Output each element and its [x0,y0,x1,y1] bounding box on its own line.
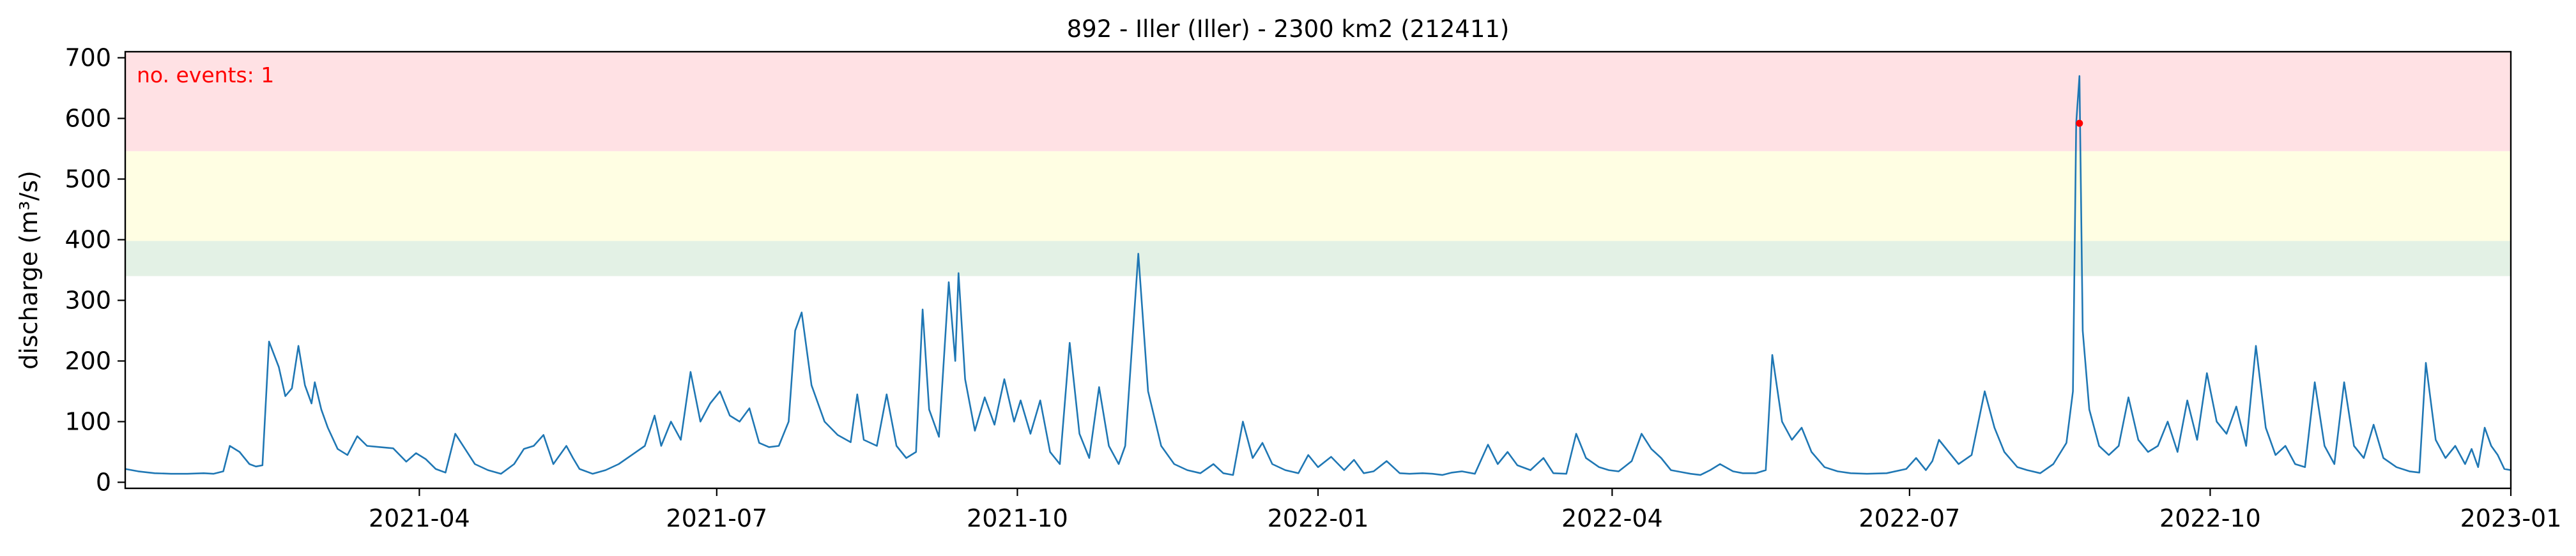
y-axis-label: discharge (m³/s) [15,170,43,370]
band-high [125,52,2511,151]
discharge-line [125,75,2511,476]
y-tick-label: 100 [65,408,111,436]
chart-title: 892 - Iller (Iller) - 2300 km2 (212411) [1067,15,1510,43]
y-axis: 0 100 200 300 400 500 600 700 [65,44,125,497]
x-tick-label: 2021-10 [967,504,1068,532]
y-tick-label: 600 [65,105,111,133]
x-tick-label: 2021-04 [369,504,470,532]
x-tick-label: 2022-01 [1268,504,1369,532]
y-tick-label: 300 [65,287,111,315]
threshold-bands [125,52,2511,276]
y-tick-label: 200 [65,347,111,375]
x-tick-label: 2022-10 [2159,504,2261,532]
events-count-label: no. events: 1 [137,63,274,87]
band-low [125,241,2511,276]
plot-area [125,75,2511,476]
y-tick-label: 400 [65,226,111,254]
x-tick-label: 2022-04 [1561,504,1663,532]
x-tick-label: 2023-01 [2460,504,2562,532]
x-tick-label: 2022-07 [1859,504,1960,532]
y-tick-label: 700 [65,44,111,72]
x-tick-label: 2021-07 [666,504,767,532]
band-medium [125,151,2511,241]
y-tick-label: 0 [96,469,111,497]
x-axis: 2021-04 2021-07 2021-10 2022-01 2022-04 2022-… [369,488,2561,532]
event-marker [2076,119,2083,127]
y-tick-label: 500 [65,165,111,193]
